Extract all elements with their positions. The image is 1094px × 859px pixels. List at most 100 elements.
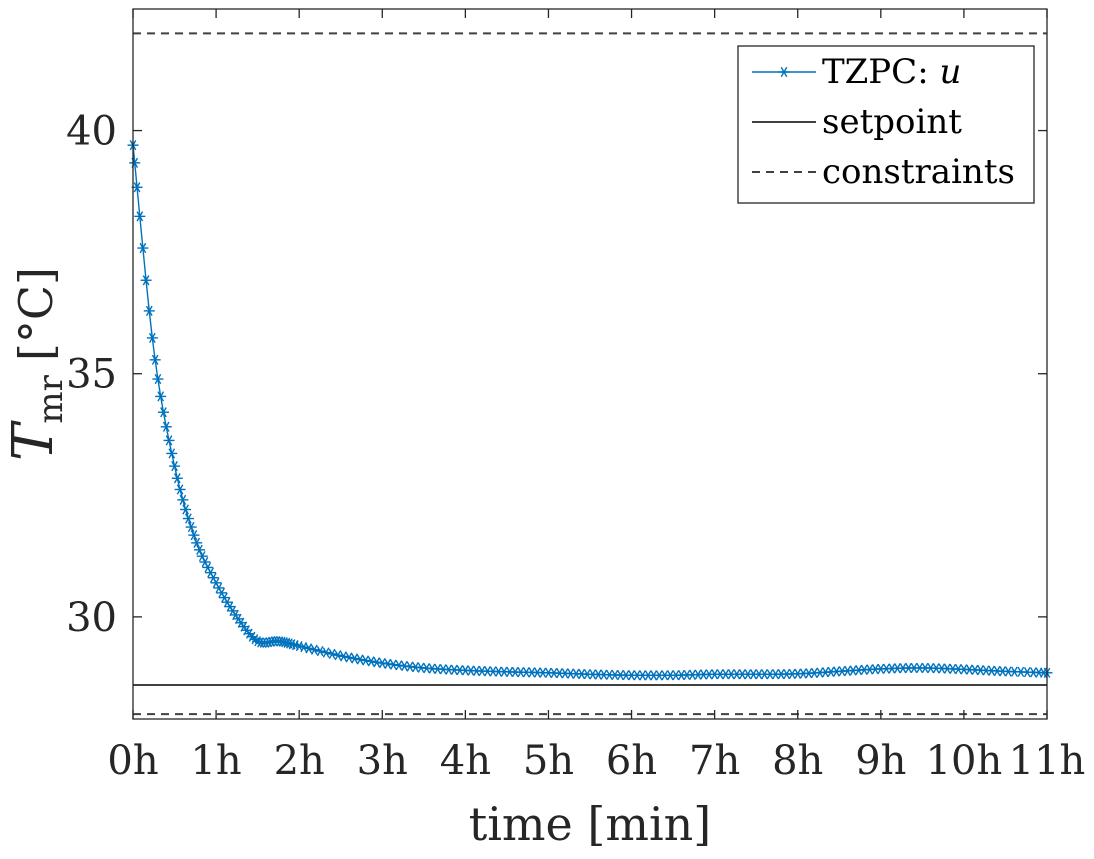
series-tzpc-marker-stroke-2	[678, 669, 685, 681]
series-tzpc-marker-stroke-2	[777, 669, 785, 680]
series-tzpc-marker-stroke-2	[910, 662, 918, 674]
series-tzpc-marker-stroke-2	[810, 667, 818, 679]
legend: TZPC: u setpoint constraints	[737, 45, 1035, 204]
series-tzpc-marker-stroke-2	[561, 668, 569, 679]
series-tzpc-marker-stroke-2	[622, 670, 630, 681]
series-tzpc-marker-stroke-2	[145, 305, 153, 317]
series-tzpc-marker	[193, 544, 205, 555]
series-tzpc-marker-stroke-2	[288, 639, 296, 650]
series-tzpc-marker	[146, 332, 158, 344]
series-tzpc-marker-stroke-2	[456, 665, 464, 676]
series-tzpc-marker-stroke-2	[139, 242, 147, 254]
legend-marker-stroke-2	[780, 66, 788, 78]
legend-label-text: TZPC:	[822, 52, 939, 92]
series-tzpc-marker-stroke-2	[334, 650, 342, 661]
series-tzpc-marker-stroke-2	[927, 662, 935, 674]
series-tzpc-marker	[134, 211, 146, 222]
series-tzpc-marker	[163, 435, 175, 446]
series-tzpc-marker-stroke-2	[600, 669, 608, 680]
series-tzpc-marker	[185, 521, 197, 533]
series-tzpc-marker	[169, 461, 181, 472]
series-tzpc-marker-stroke-2	[993, 665, 1001, 677]
series-tzpc-marker-stroke-2	[694, 669, 702, 680]
series-tzpc-marker-stroke-2	[362, 655, 370, 666]
series-tzpc-marker-stroke-2	[168, 448, 176, 459]
series-tzpc-marker	[376, 657, 388, 669]
series-tzpc-marker-stroke-2	[356, 654, 364, 665]
series-tzpc-markers	[127, 140, 1053, 681]
series-tzpc-marker-stroke-2	[1017, 666, 1025, 678]
series-tzpc-line	[132, 145, 1048, 677]
series-tzpc-marker-stroke-2	[888, 663, 896, 674]
series-tzpc-marker-stroke-2	[157, 391, 165, 402]
y-axis-unit: [°C]	[9, 267, 63, 361]
series-tzpc-marker-stroke-2	[462, 665, 469, 676]
series-tzpc-marker-stroke-2	[661, 670, 669, 681]
series-tzpc-marker-stroke-2	[378, 657, 386, 669]
series-tzpc-marker	[354, 654, 366, 665]
series-tzpc-marker	[166, 448, 178, 459]
series-tzpc-marker-stroke-2	[322, 647, 330, 658]
series-tzpc-marker-stroke-2	[316, 646, 324, 657]
series-tzpc-marker-stroke-2	[182, 504, 189, 515]
series-tzpc-marker-stroke-2	[154, 373, 162, 385]
series-tzpc-marker-stroke-2	[395, 660, 403, 671]
series-tzpc-marker-stroke-2	[467, 665, 475, 676]
series-tzpc-marker-stroke-2	[700, 669, 707, 680]
series-tzpc-marker-stroke-2	[254, 636, 261, 647]
legend-label-2: constraints	[822, 152, 1015, 192]
series-tzpc-marker-stroke-2	[340, 651, 347, 662]
series-tzpc-marker	[314, 646, 326, 657]
series-tzpc-marker-stroke-2	[1023, 667, 1031, 678]
series-tzpc-marker-stroke-2	[534, 667, 541, 678]
series-tzpc-marker-stroke-2	[215, 582, 223, 594]
series-tzpc-marker-stroke-2	[805, 668, 813, 679]
series-tzpc-marker-stroke-2	[988, 665, 995, 676]
x-tick-label: 3h	[357, 738, 408, 784]
series-tzpc-marker-stroke-2	[187, 521, 195, 533]
series-tzpc-marker-stroke-2	[550, 667, 558, 679]
series-tzpc-marker-stroke-2	[711, 669, 718, 680]
x-tick-label: 9h	[855, 738, 906, 784]
series-tzpc-marker-stroke-2	[772, 669, 779, 680]
series-tzpc-marker-stroke-2	[193, 537, 201, 548]
series-tzpc-marker-stroke-2	[783, 668, 791, 680]
x-tick-label: 1h	[190, 738, 241, 784]
series-tzpc-marker-stroke-2	[345, 652, 353, 663]
series-tzpc-marker-stroke-2	[594, 669, 602, 680]
series-tzpc-marker-stroke-2	[838, 666, 846, 677]
series-tzpc-marker-stroke-2	[212, 577, 220, 588]
series-tzpc-marker-stroke-2	[218, 587, 225, 598]
series-tzpc-marker	[343, 652, 355, 663]
series-tzpc-marker	[360, 655, 372, 666]
series-tzpc-marker	[157, 407, 169, 418]
x-tick-label: 10h	[926, 738, 1003, 784]
series-tzpc-marker-stroke-2	[666, 670, 674, 681]
series-tzpc-marker-stroke-2	[207, 567, 214, 578]
series-tzpc-marker-stroke-2	[761, 669, 768, 680]
series-tzpc-marker	[320, 647, 332, 658]
series-tzpc-marker-stroke-2	[384, 658, 392, 669]
series-tzpc-marker	[182, 513, 194, 524]
series-tzpc-marker	[191, 537, 203, 548]
series-tzpc-marker-stroke-2	[916, 662, 923, 674]
series-tzpc-marker-stroke-2	[816, 667, 824, 678]
series-tzpc-marker	[143, 305, 155, 317]
series-tzpc-marker-stroke-2	[428, 663, 436, 674]
series-tzpc-marker-stroke-2	[788, 668, 796, 680]
series-tzpc-marker	[177, 494, 189, 505]
series-tzpc-marker	[365, 656, 377, 667]
series-tzpc-marker-stroke-2	[999, 666, 1007, 677]
series-tzpc-marker-stroke-2	[866, 664, 874, 675]
series-tzpc-marker-stroke-2	[545, 667, 552, 678]
series-tzpc-marker-stroke-2	[445, 664, 453, 675]
series-tzpc-marker-stroke-2	[960, 664, 968, 675]
series-tzpc-marker-stroke-2	[478, 665, 486, 677]
series-tzpc-marker-stroke-2	[727, 669, 735, 680]
series-tzpc-marker-stroke-2	[644, 670, 652, 681]
series-tzpc-marker-stroke-2	[190, 530, 198, 541]
y-tick-label: 30	[66, 595, 117, 641]
series-tzpc-marker-stroke-2	[750, 669, 757, 680]
series-tzpc-marker-stroke-2	[133, 182, 141, 193]
